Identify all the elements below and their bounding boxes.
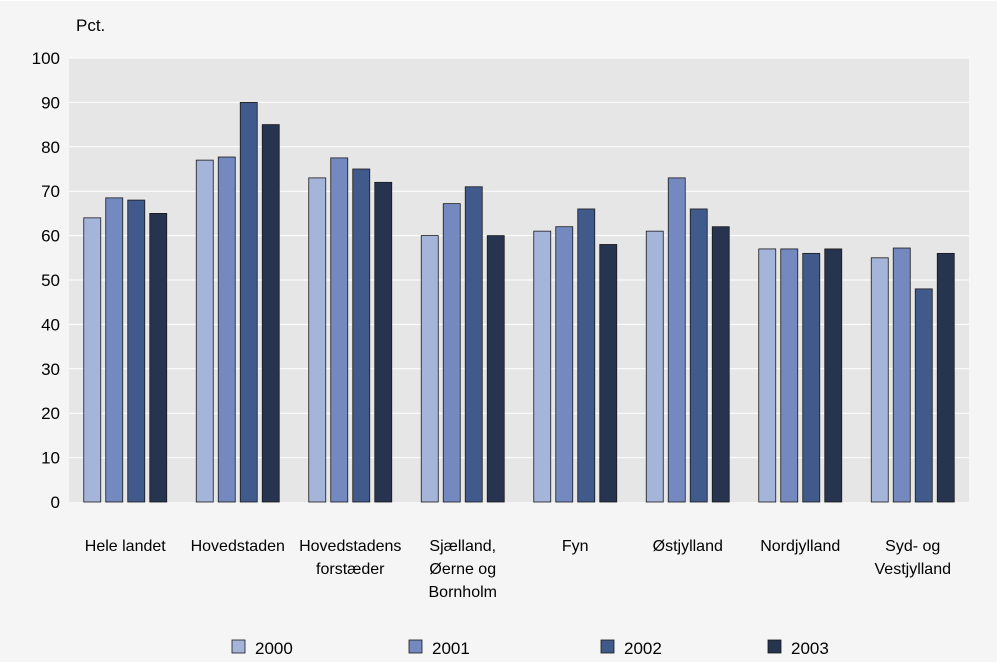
x-tick-label: Østjylland [653, 538, 723, 555]
bar-2001 [330, 157, 349, 503]
bar-2001 [780, 248, 799, 503]
y-axis-label: Pct. [76, 16, 105, 35]
bar-2000 [420, 235, 439, 503]
x-axis-labels: Hele landet Hovedstaden Hovedstadens forstæ… [85, 538, 951, 601]
x-tick-label: Hovedstaden [191, 538, 285, 555]
bar-2001 [217, 156, 236, 503]
bar-2001 [442, 203, 461, 503]
bar-2001 [667, 177, 686, 503]
bar-2000 [195, 159, 214, 503]
legend-label: 2003 [791, 639, 829, 658]
x-tick-label: Nordjylland [760, 538, 840, 555]
bar-2000 [308, 177, 327, 503]
bar-2002 [464, 186, 483, 503]
y-tick-label: 70 [41, 182, 60, 201]
x-tick-label: Syd- og Vestjylland [875, 538, 952, 578]
bar-2000 [758, 248, 777, 503]
y-tick-label: 50 [41, 271, 60, 290]
bar-2001 [555, 226, 574, 503]
y-tick-label: 10 [41, 449, 60, 468]
bar-2002 [352, 168, 371, 503]
y-tick-label: 20 [41, 404, 60, 423]
bar-2002 [914, 288, 933, 503]
bar-2003 [261, 124, 280, 503]
bar-2003 [711, 226, 730, 503]
legend: 2000 2001 2002 2003 [231, 639, 829, 658]
x-tick-label: Hele landet [85, 538, 167, 555]
bar-2002 [802, 252, 821, 503]
x-tick-label: Sjælland, Øerne og Bornholm [429, 538, 497, 601]
legend-swatch [231, 639, 246, 654]
y-tick-label: 0 [51, 493, 60, 512]
bar-2003 [486, 235, 505, 503]
bar-2002 [239, 102, 258, 503]
bar-2003 [599, 244, 618, 503]
x-tick-label: Hovedstadens forstæder [299, 538, 401, 578]
bar-2003 [936, 252, 955, 503]
bar-2003 [824, 248, 843, 503]
y-tick-label: 80 [41, 138, 60, 157]
bar-2001 [892, 247, 911, 503]
bar-2002 [689, 208, 708, 503]
legend-label: 2002 [624, 639, 662, 658]
legend-label: 2001 [432, 639, 470, 658]
bar-2001 [105, 197, 124, 503]
legend-swatch [600, 639, 615, 654]
legend-label: 2000 [255, 639, 293, 658]
bar-2000 [645, 230, 664, 503]
bars [83, 102, 955, 503]
bar-2002 [577, 208, 596, 503]
y-tick-label: 90 [41, 93, 60, 112]
bar-2002 [127, 199, 146, 503]
x-tick-label: Fyn [562, 538, 589, 555]
y-tick-label: 60 [41, 227, 60, 246]
bar-2003 [374, 181, 393, 503]
y-tick-label: 30 [41, 360, 60, 379]
bar-2000 [870, 257, 889, 503]
legend-swatch [767, 639, 782, 654]
legend-swatch [408, 639, 423, 654]
y-tick-label: 100 [32, 49, 60, 68]
y-tick-label: 40 [41, 315, 60, 334]
y-axis-ticks: 0 10 20 30 40 50 60 70 80 90 100 [32, 49, 60, 512]
bar-2000 [83, 217, 102, 503]
bar-2000 [533, 230, 552, 503]
bar-2003 [149, 212, 168, 503]
